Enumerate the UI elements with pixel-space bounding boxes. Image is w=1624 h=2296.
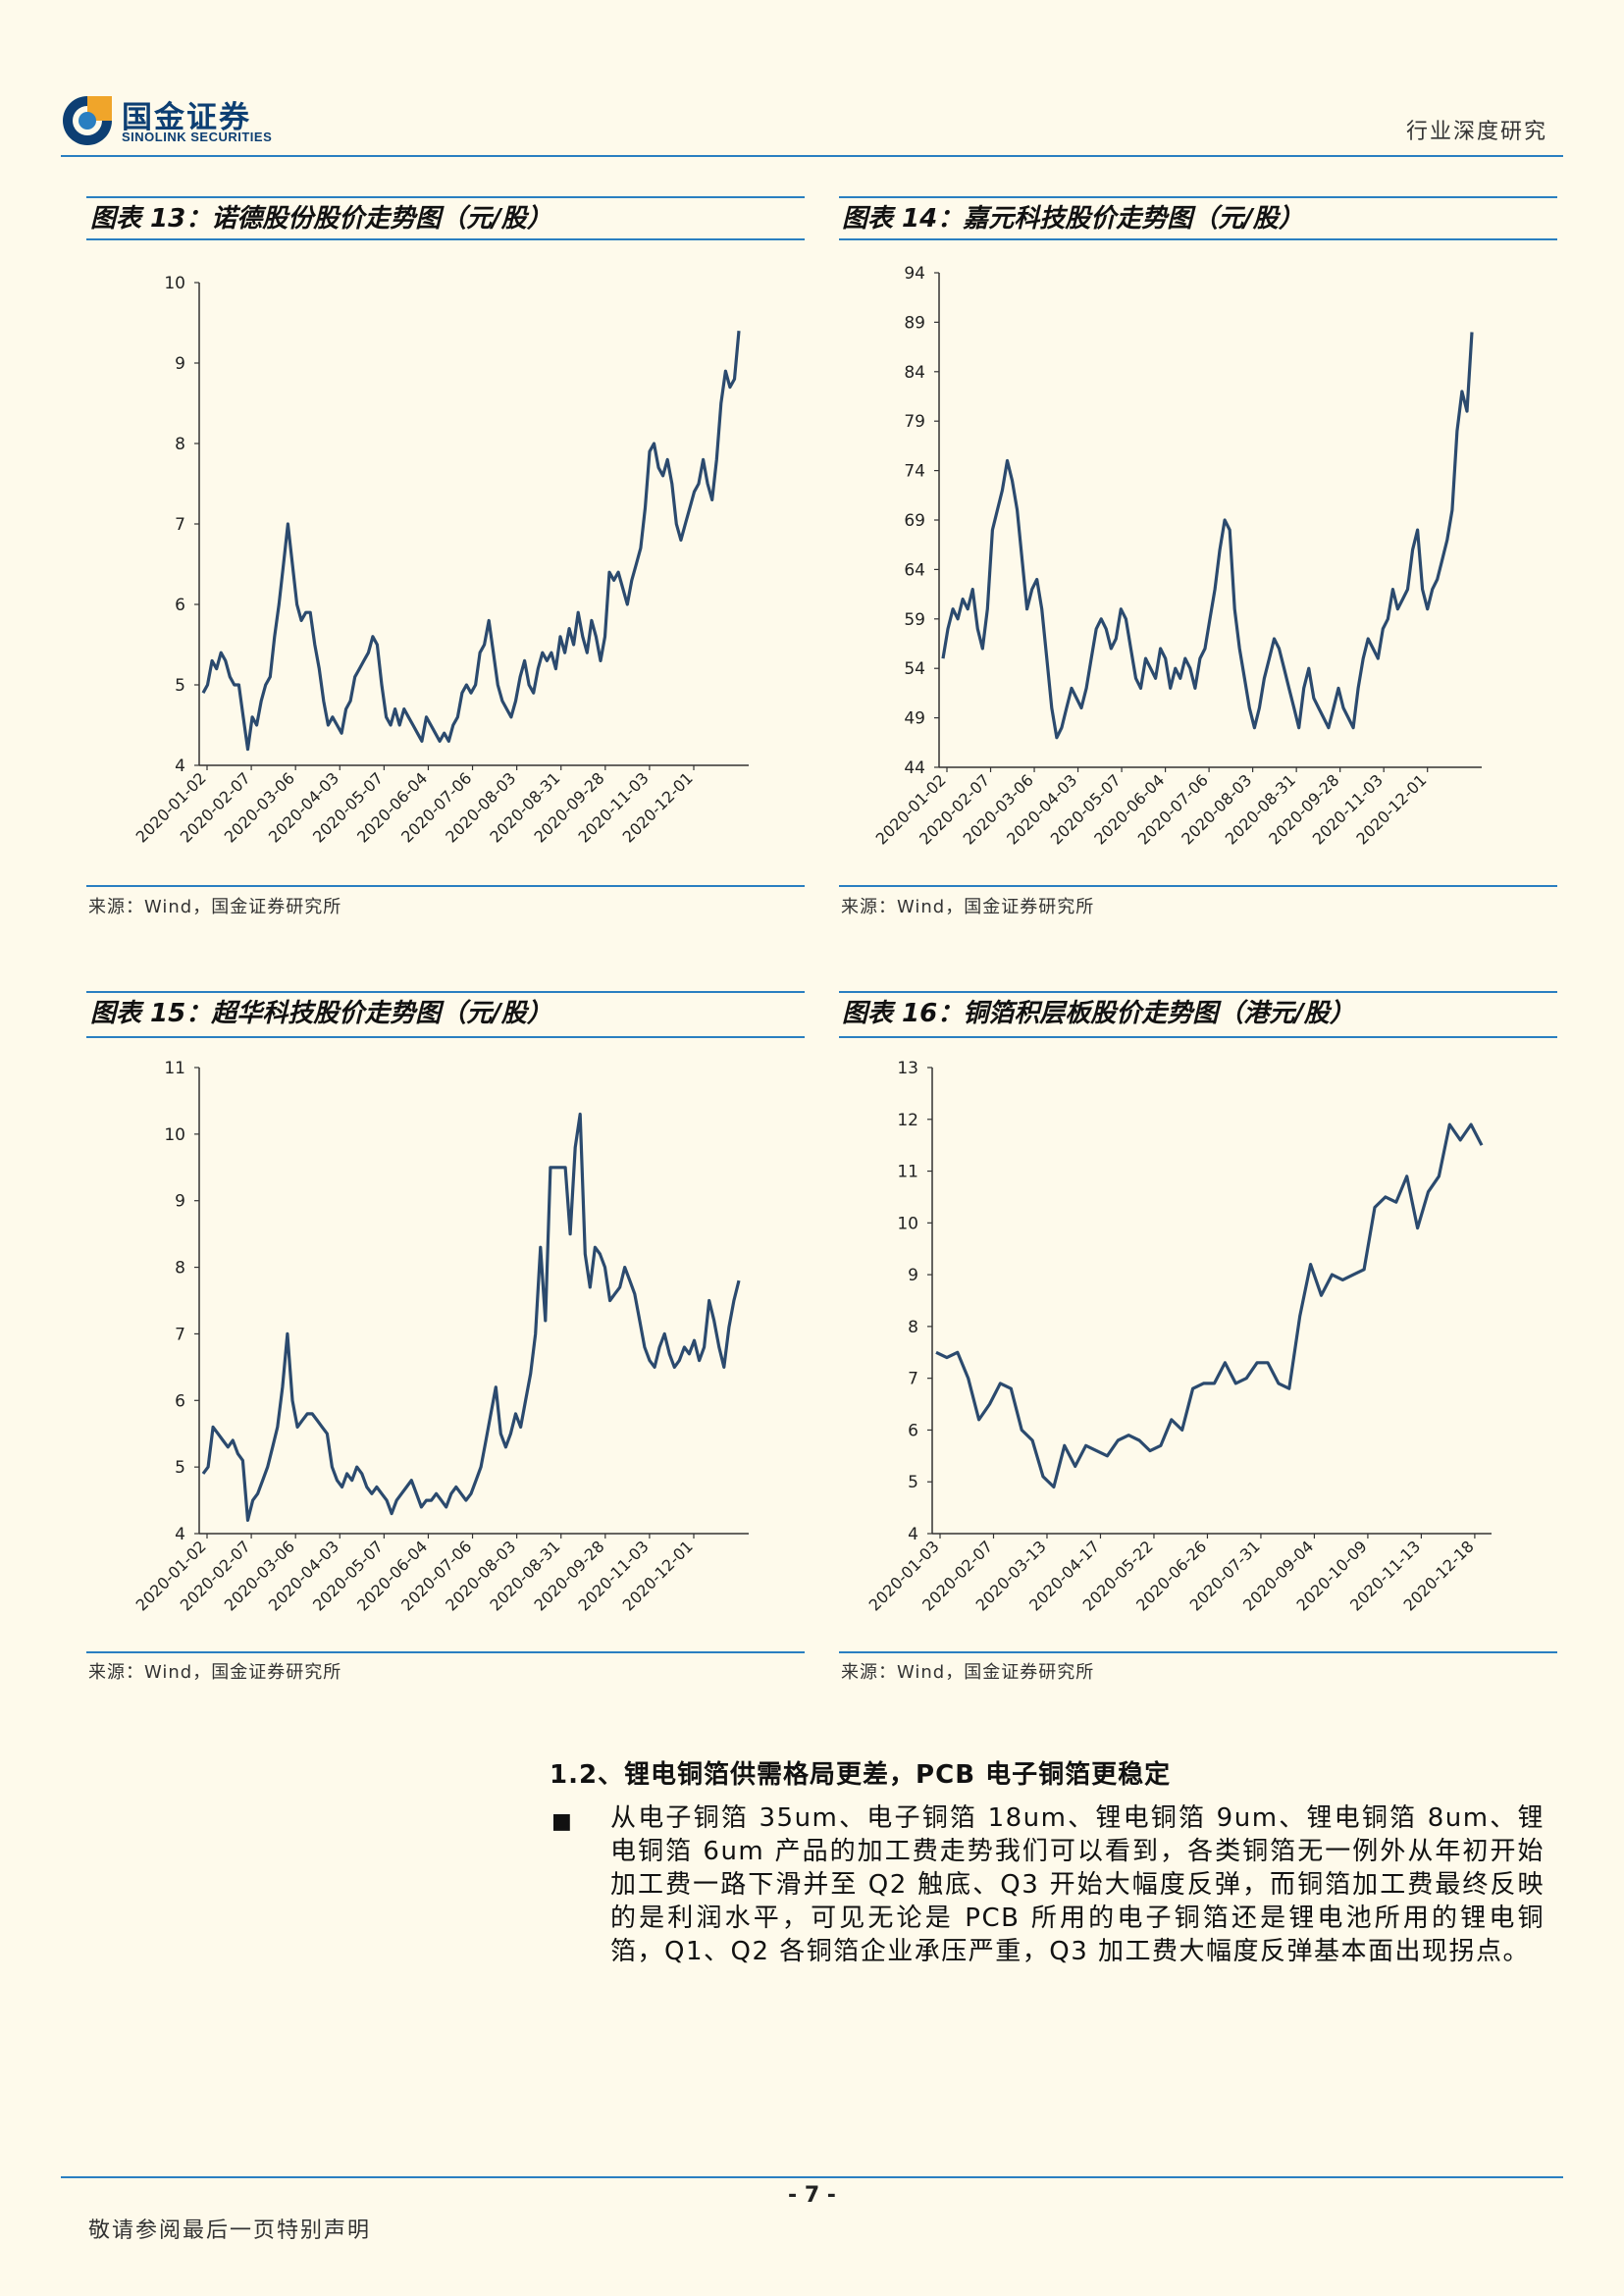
y-tick-label: 5 — [175, 676, 185, 696]
y-tick-label: 84 — [904, 363, 925, 383]
y-tick-label: 11 — [897, 1163, 918, 1182]
chart-bottom-rule — [839, 1651, 1557, 1653]
chart-nord-stock: 456789102020-01-022020-02-072020-03-0620… — [132, 274, 749, 847]
price-line — [201, 1112, 741, 1522]
logo-text-cn: 国金证券 — [122, 100, 251, 135]
y-tick-label: 13 — [897, 1059, 918, 1078]
chart-kingboard-laminate-stock: 456789101112132020-01-032020-02-072020-0… — [865, 1059, 1492, 1615]
y-tick-label: 10 — [897, 1214, 918, 1233]
chart-title-rule — [86, 1036, 805, 1038]
chart-title-rule — [839, 238, 1557, 240]
y-tick-label: 9 — [175, 1192, 185, 1212]
y-tick-label: 4 — [175, 1525, 185, 1544]
y-tick-label: 7 — [908, 1370, 918, 1389]
chart-title: 图表 13：诺德股份股价走势图（元/股） — [90, 204, 552, 234]
header-divider — [61, 155, 1563, 157]
chart-bottom-rule — [86, 885, 805, 887]
chart-source: 来源：Wind，国金证券研究所 — [841, 1662, 1095, 1683]
y-tick-label: 74 — [904, 462, 925, 482]
body-paragraph: 从电子铜箔 35um、电子铜箔 18um、锂电铜箔 9um、锂电铜箔 8um、锂… — [610, 1803, 1545, 1966]
chart-chaohua-stock: 45678910112020-01-022020-02-072020-03-06… — [132, 1059, 749, 1615]
chart-title: 图表 14：嘉元科技股价走势图（元/股） — [842, 204, 1304, 234]
y-tick-label: 64 — [904, 560, 925, 580]
y-tick-label: 11 — [164, 1059, 185, 1078]
chart-title: 图表 15：超华科技股价走势图（元/股） — [90, 999, 552, 1028]
logo-icon — [63, 96, 112, 145]
chart-source: 来源：Wind，国金证券研究所 — [88, 1662, 342, 1683]
y-tick-label: 69 — [904, 511, 925, 531]
y-tick-label: 7 — [175, 1325, 185, 1344]
y-tick-label: 79 — [904, 412, 925, 432]
chart-top-rule — [839, 196, 1557, 198]
y-tick-label: 6 — [175, 596, 185, 615]
company-logo: 国金证券 SINOLINK SECURITIES — [61, 90, 296, 151]
disclaimer: 敬请参阅最后一页特别声明 — [88, 2218, 372, 2243]
price-line — [201, 331, 741, 752]
chart-title: 图表 16：铜箔积层板股价走势图（港元/股） — [842, 999, 1355, 1028]
y-tick-label: 8 — [175, 435, 185, 454]
y-tick-label: 5 — [175, 1458, 185, 1478]
chart-source: 来源：Wind，国金证券研究所 — [841, 897, 1095, 917]
y-tick-label: 8 — [908, 1318, 918, 1337]
y-tick-label: 49 — [904, 709, 925, 729]
chart-bottom-rule — [839, 885, 1557, 887]
chart-jiayuan-stock: 44495459646974798489942020-01-022020-02-… — [872, 264, 1482, 849]
y-tick-label: 10 — [164, 274, 185, 293]
y-tick-label: 8 — [175, 1259, 185, 1278]
section-heading: 1.2、锂电铜箔供需格局更差，PCB 电子铜箔更稳定 — [550, 1760, 1172, 1790]
chart-title-rule — [86, 238, 805, 240]
y-tick-label: 54 — [904, 659, 925, 679]
y-tick-label: 9 — [175, 354, 185, 374]
y-tick-label: 4 — [175, 757, 185, 776]
report-type: 行业深度研究 — [1405, 120, 1547, 144]
y-tick-label: 5 — [908, 1473, 918, 1492]
y-tick-label: 4 — [908, 1525, 918, 1544]
chart-top-rule — [839, 991, 1557, 993]
page-number: - 7 - — [788, 2183, 836, 2208]
chart-top-rule — [86, 196, 805, 198]
y-tick-label: 6 — [175, 1391, 185, 1411]
chart-top-rule — [86, 991, 805, 993]
y-tick-label: 44 — [904, 758, 925, 778]
footer-divider — [61, 2176, 1563, 2178]
y-tick-label: 12 — [897, 1111, 918, 1130]
bullet-icon: ■ — [551, 1809, 572, 1834]
chart-bottom-rule — [86, 1651, 805, 1653]
price-line — [935, 1122, 1484, 1489]
y-tick-label: 6 — [908, 1421, 918, 1440]
y-tick-label: 10 — [164, 1125, 185, 1145]
y-tick-label: 59 — [904, 610, 925, 630]
y-tick-label: 94 — [904, 264, 925, 284]
chart-source: 来源：Wind，国金证券研究所 — [88, 897, 342, 917]
y-tick-label: 89 — [904, 313, 925, 333]
y-tick-label: 7 — [175, 515, 185, 535]
logo-text-en: SINOLINK SECURITIES — [122, 130, 273, 144]
y-tick-label: 9 — [908, 1266, 918, 1285]
price-line — [941, 332, 1474, 740]
chart-title-rule — [839, 1036, 1557, 1038]
